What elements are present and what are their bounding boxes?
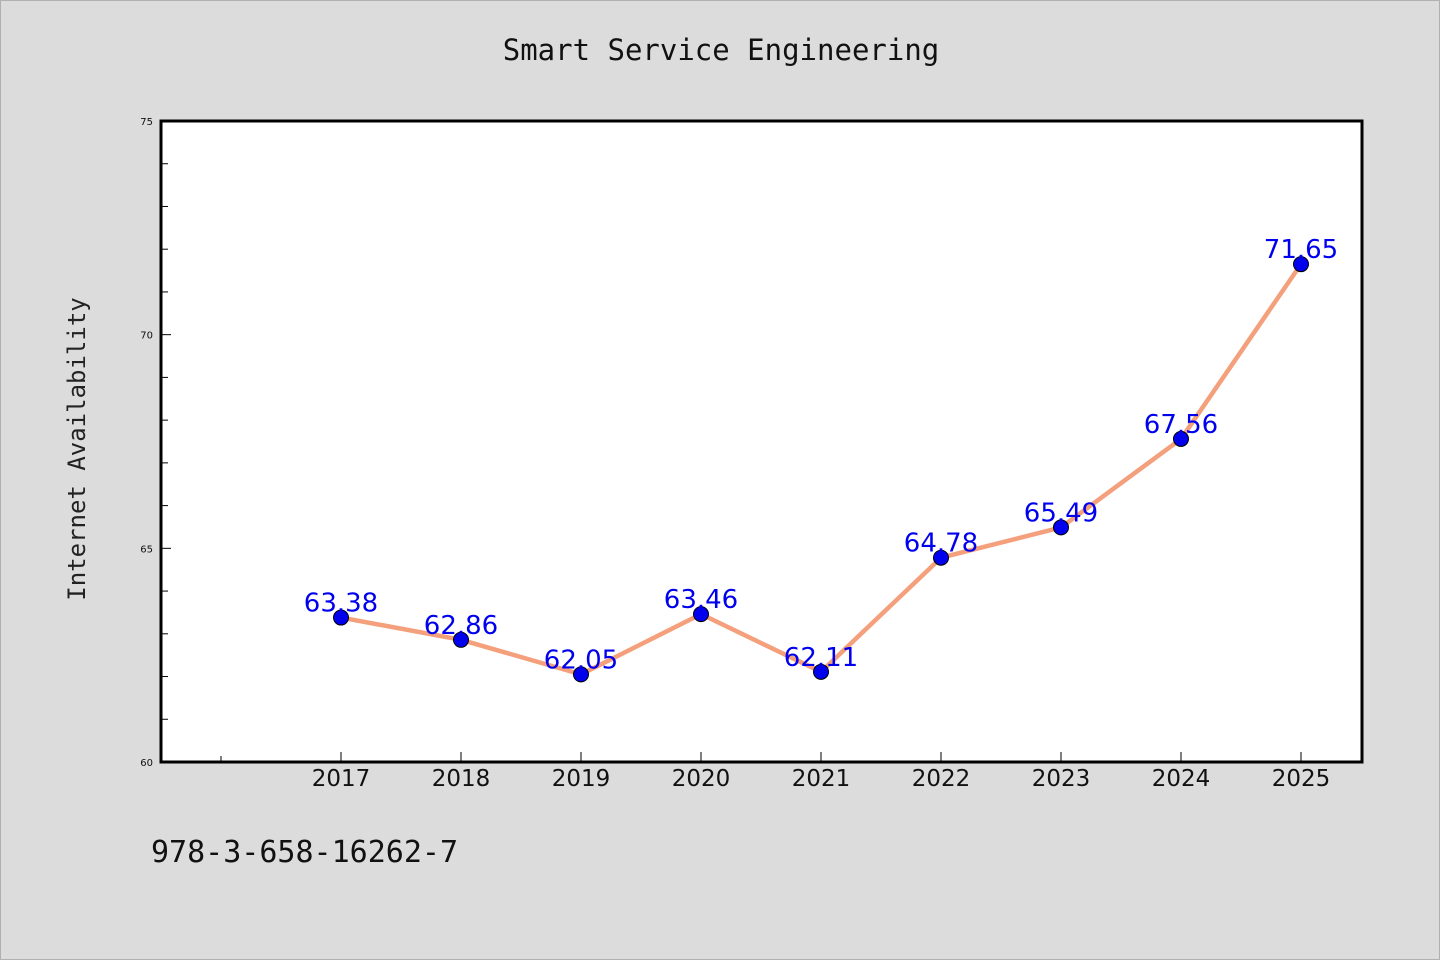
x-tick-label: 2023 <box>1032 766 1091 792</box>
data-label: 62.86 <box>424 611 498 641</box>
data-label: 67.56 <box>1144 410 1218 440</box>
data-markers <box>333 256 1309 683</box>
y-tick-label: 70 <box>140 331 153 342</box>
y-axis: 60 65 70 75 <box>140 117 171 769</box>
data-label: 63.38 <box>304 589 378 619</box>
y-tick-label: 65 <box>140 544 153 555</box>
plot-area <box>159 119 1364 764</box>
x-tick-label: 2020 <box>672 766 731 792</box>
data-label: 71.65 <box>1264 235 1338 265</box>
isbn-footnote: 978-3-658-16262-7 <box>151 835 459 870</box>
data-point <box>693 606 709 623</box>
x-axis: 2017 2018 2019 2020 2021 2022 2023 2024 2025 <box>220 752 1331 792</box>
data-point <box>453 631 469 648</box>
x-tick-label: 2024 <box>1152 766 1211 792</box>
data-point <box>813 663 829 680</box>
x-tick-label: 2025 <box>1272 766 1331 792</box>
x-tick-label: 2022 <box>912 766 971 792</box>
data-point <box>333 609 349 626</box>
x-tick-label: 2019 <box>552 766 611 792</box>
x-tick-label: 2021 <box>792 766 851 792</box>
data-point <box>1173 430 1189 447</box>
data-label: 65.49 <box>1024 498 1098 528</box>
data-point <box>1053 519 1069 536</box>
data-label: 63.46 <box>664 585 738 615</box>
x-tick-label: 2018 <box>432 766 491 792</box>
chart-title: Smart Service Engineering <box>502 33 940 67</box>
data-point <box>573 666 589 683</box>
data-labels: 63.38 62.86 62.05 63.46 62.11 64.78 65.49 67.56… <box>304 235 1338 675</box>
y-tick-label: 75 <box>140 117 153 128</box>
data-label: 64.78 <box>904 529 978 559</box>
data-label: 62.11 <box>784 643 858 673</box>
data-label: 62.05 <box>544 645 618 675</box>
data-point <box>933 549 949 566</box>
y-tick-label: 60 <box>140 758 153 769</box>
data-point <box>1293 256 1309 273</box>
x-tick-label: 2017 <box>312 766 371 792</box>
